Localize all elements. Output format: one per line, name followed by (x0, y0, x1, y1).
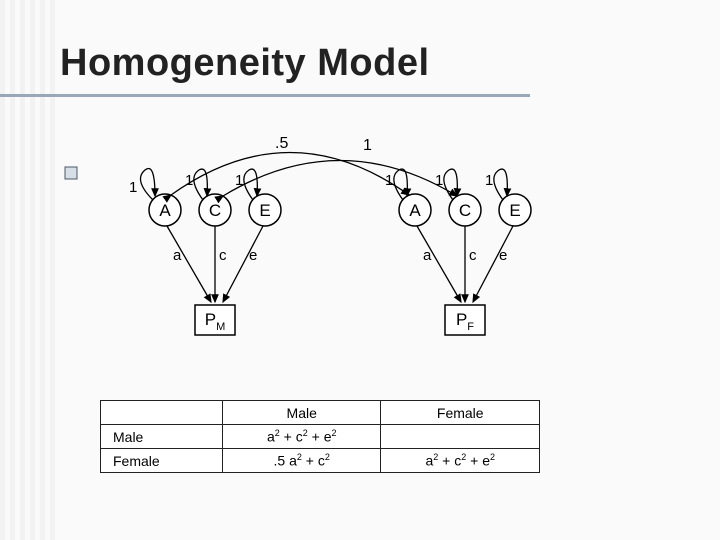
cell-male-female (381, 425, 540, 449)
latent-E-left-label: E (259, 201, 270, 220)
var-C-left: 1 (185, 172, 193, 189)
path-a-left (167, 226, 211, 302)
cell-female-male: .5 a2 + c2 (222, 449, 381, 473)
var-loop-A-right (394, 169, 407, 200)
table-corner (101, 401, 223, 425)
latent-A-right-label: A (409, 201, 421, 220)
path-diagram: A C E 1 1 1 PM a c e A C E 1 1 (95, 130, 585, 360)
slide-title: Homogeneity Model (60, 42, 430, 85)
path-e-left-label: e (249, 247, 257, 264)
path-a-left-label: a (173, 247, 182, 264)
cell-male-male: a2 + c2 + e2 (222, 425, 381, 449)
table-row: Male a2 + c2 + e2 (101, 425, 540, 449)
cov-arc-C (223, 161, 457, 197)
path-a-right-label: a (423, 247, 432, 264)
path-e-right-label: e (499, 247, 507, 264)
path-c-right-label: c (469, 247, 477, 264)
path-e-right (473, 226, 513, 302)
title-underline (0, 94, 530, 97)
var-A-left: 1 (129, 179, 137, 196)
left-stripe-decoration (0, 0, 56, 540)
table-header-row: Male Female (101, 401, 540, 425)
latent-C-right-label: C (459, 201, 471, 220)
covariance-table: Male Female Male a2 + c2 + e2 Female .5 … (100, 400, 540, 473)
path-a-right (417, 226, 461, 302)
col-female: Female (381, 401, 540, 425)
var-E-right: 1 (485, 172, 493, 189)
var-loop-E-right (494, 169, 507, 200)
bullet-icon (64, 166, 78, 180)
cell-female-female: a2 + c2 + e2 (381, 449, 540, 473)
row-male-label: Male (101, 425, 223, 449)
table-row: Female .5 a2 + c2 a2 + c2 + e2 (101, 449, 540, 473)
latent-A-left-label: A (159, 201, 171, 220)
row-female-label: Female (101, 449, 223, 473)
path-c-left-label: c (219, 247, 227, 264)
var-loop-E-left (244, 169, 257, 200)
cov-arc-C-label: 1 (363, 137, 372, 154)
var-loop-A-left (141, 168, 156, 200)
left-group: A C E 1 1 1 PM a c e (129, 168, 281, 335)
path-e-left (223, 226, 263, 302)
latent-E-right-label: E (509, 201, 520, 220)
col-male: Male (222, 401, 381, 425)
cov-arc-A-label: .5 (275, 135, 288, 152)
latent-C-left-label: C (209, 201, 221, 220)
